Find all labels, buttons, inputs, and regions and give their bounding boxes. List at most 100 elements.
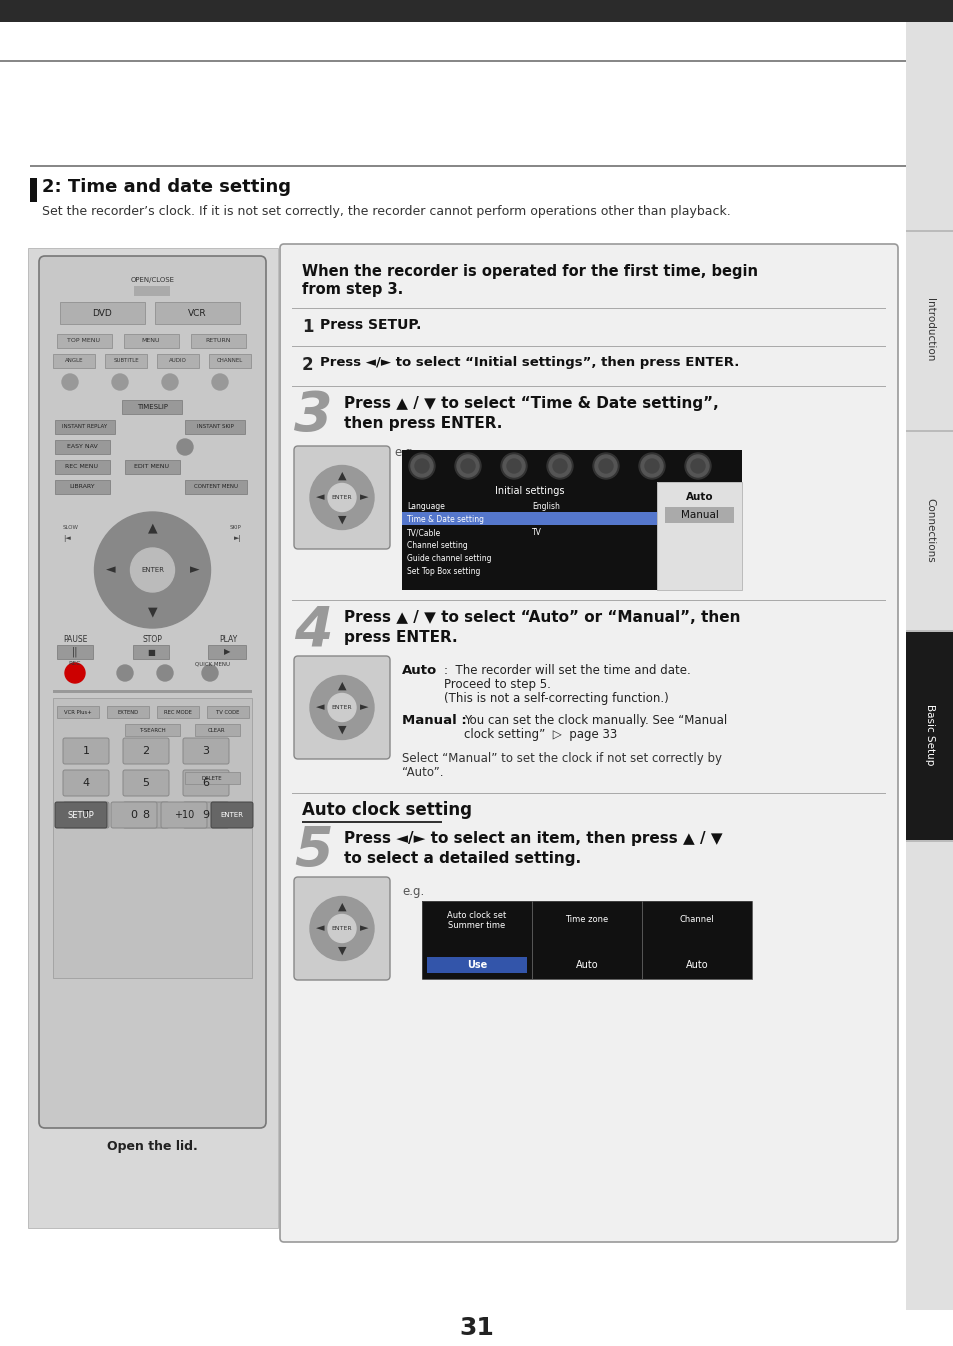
Bar <box>57 707 99 717</box>
Text: ►: ► <box>359 493 368 502</box>
Text: English: English <box>532 502 559 511</box>
Circle shape <box>548 455 571 476</box>
FancyBboxPatch shape <box>63 802 109 828</box>
Text: ►: ► <box>190 564 199 576</box>
Text: ▲: ▲ <box>148 521 157 534</box>
Text: e.g.: e.g. <box>394 446 416 459</box>
Text: 5: 5 <box>294 824 333 878</box>
Bar <box>401 450 741 482</box>
Circle shape <box>328 914 355 942</box>
Text: When the recorder is operated for the first time, begin: When the recorder is operated for the fi… <box>302 264 758 279</box>
Bar <box>28 248 277 1228</box>
Text: CLEAR: CLEAR <box>208 727 226 732</box>
FancyBboxPatch shape <box>161 802 207 828</box>
Text: ►: ► <box>359 923 368 934</box>
Text: ▼: ▼ <box>148 606 157 619</box>
Text: Open the lid.: Open the lid. <box>107 1140 197 1154</box>
Circle shape <box>460 459 475 472</box>
Text: TV CODE: TV CODE <box>216 709 239 715</box>
FancyBboxPatch shape <box>294 878 390 980</box>
Bar <box>157 354 199 367</box>
Text: 4: 4 <box>294 603 333 657</box>
Bar <box>905 630 953 633</box>
Text: RETURN: RETURN <box>205 338 231 343</box>
Bar <box>105 354 147 367</box>
Text: ENTER: ENTER <box>220 812 243 818</box>
FancyBboxPatch shape <box>183 770 229 795</box>
Text: You can set the clock manually. See “Manual: You can set the clock manually. See “Man… <box>463 713 726 727</box>
Text: Auto: Auto <box>685 493 713 502</box>
Text: Set the recorder’s clock. If it is not set correctly, the recorder cannot perfor: Set the recorder’s clock. If it is not s… <box>42 205 730 218</box>
Bar <box>905 230 953 232</box>
Text: from step 3.: from step 3. <box>302 283 403 297</box>
Text: Time & Date setting: Time & Date setting <box>407 516 483 524</box>
Text: ▼: ▼ <box>337 945 346 956</box>
Text: PLAY: PLAY <box>218 635 237 645</box>
Text: Summer time: Summer time <box>448 921 505 930</box>
FancyBboxPatch shape <box>211 802 253 828</box>
Circle shape <box>202 665 218 681</box>
Text: 7: 7 <box>82 810 90 820</box>
Text: EASY NAV: EASY NAV <box>67 444 97 450</box>
Text: Basic Setup: Basic Setup <box>924 704 934 766</box>
Circle shape <box>546 454 573 479</box>
Text: clock setting”  ▷  page 33: clock setting” ▷ page 33 <box>463 728 617 742</box>
Text: MENU: MENU <box>142 338 160 343</box>
Bar <box>55 481 110 494</box>
Text: ◄: ◄ <box>315 703 324 712</box>
Circle shape <box>157 665 172 681</box>
Bar <box>122 400 182 415</box>
FancyBboxPatch shape <box>55 802 107 828</box>
Text: 1: 1 <box>302 318 314 336</box>
Text: Auto: Auto <box>401 664 436 677</box>
Circle shape <box>310 676 374 739</box>
Text: |◄: |◄ <box>63 534 71 542</box>
Circle shape <box>94 511 211 629</box>
Circle shape <box>500 454 526 479</box>
Text: ■: ■ <box>147 647 154 657</box>
Text: +10: +10 <box>173 810 193 820</box>
FancyBboxPatch shape <box>39 256 266 1128</box>
Text: DELETE: DELETE <box>201 775 222 781</box>
Circle shape <box>690 459 704 472</box>
Bar <box>421 900 751 979</box>
Text: Auto clock set: Auto clock set <box>447 911 506 921</box>
Bar <box>905 22 953 1310</box>
Text: OPEN/CLOSE: OPEN/CLOSE <box>131 277 174 283</box>
Text: QUICK MENU: QUICK MENU <box>195 661 231 666</box>
Text: T-SEARCH: T-SEARCH <box>138 727 165 732</box>
FancyBboxPatch shape <box>123 770 169 795</box>
Text: 4: 4 <box>82 778 90 787</box>
Circle shape <box>684 454 710 479</box>
Circle shape <box>639 454 664 479</box>
Text: SETUP: SETUP <box>68 810 94 820</box>
Text: REC MODE: REC MODE <box>164 709 192 715</box>
Text: AUDIO: AUDIO <box>169 358 187 363</box>
Circle shape <box>62 374 78 390</box>
Text: Connections: Connections <box>924 498 934 563</box>
FancyBboxPatch shape <box>123 802 169 828</box>
Text: Language: Language <box>407 502 444 511</box>
Bar <box>57 334 112 349</box>
Bar <box>401 511 657 525</box>
Circle shape <box>593 454 618 479</box>
Bar <box>55 420 115 433</box>
Text: REC MENU: REC MENU <box>66 464 98 470</box>
FancyBboxPatch shape <box>183 738 229 765</box>
Bar <box>30 178 37 202</box>
Text: SLOW: SLOW <box>63 525 79 530</box>
FancyBboxPatch shape <box>183 802 229 828</box>
Circle shape <box>112 374 128 390</box>
Bar <box>209 354 251 367</box>
Text: ENTER: ENTER <box>332 926 352 931</box>
FancyBboxPatch shape <box>63 738 109 765</box>
Bar <box>905 630 953 843</box>
Text: Auto: Auto <box>685 960 707 970</box>
Text: ||: || <box>71 646 78 657</box>
FancyBboxPatch shape <box>280 244 897 1242</box>
Bar <box>185 481 247 494</box>
Circle shape <box>553 459 566 472</box>
Text: INSTANT REPLAY: INSTANT REPLAY <box>62 424 108 429</box>
Text: ●: ● <box>71 668 79 678</box>
Text: STOP: STOP <box>142 635 162 645</box>
